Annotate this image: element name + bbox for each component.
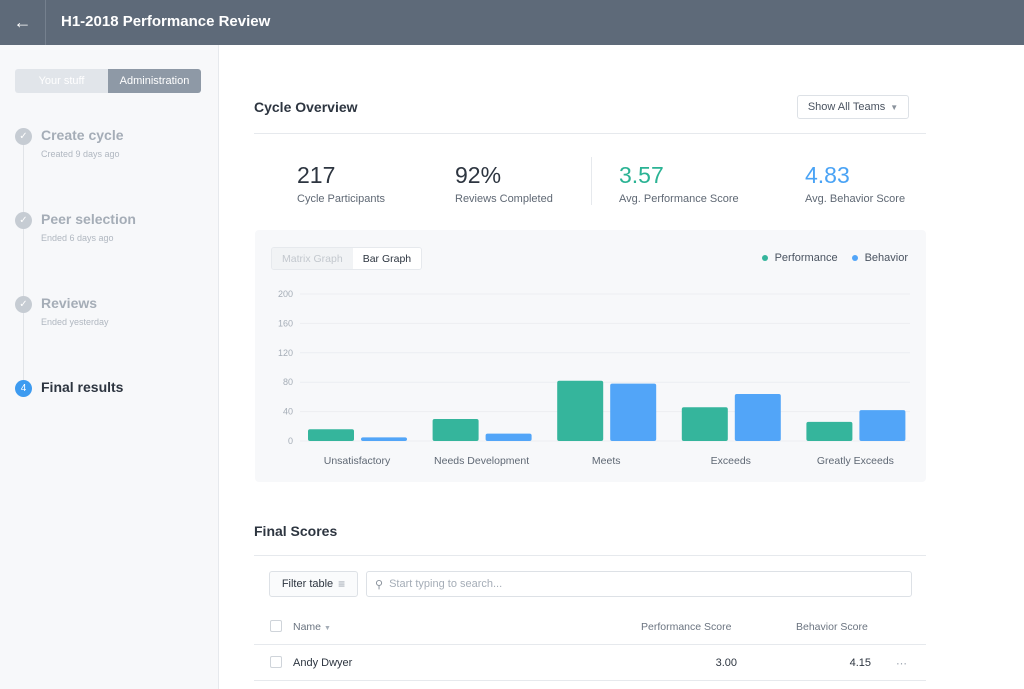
stat-participants: 217 Cycle Participants xyxy=(297,162,385,205)
y-tick-label: 40 xyxy=(283,407,293,417)
step-label: Create cycle xyxy=(41,127,124,143)
sidebar: Your stuff Administration ✓ Create cycle… xyxy=(0,45,219,689)
x-tick-label: Needs Development xyxy=(434,455,529,467)
step-sub: Ended yesterday xyxy=(41,317,109,327)
row-name: Andy Dwyer xyxy=(293,657,353,669)
stat-avg-behavior: 4.83 Avg. Behavior Score xyxy=(805,162,905,205)
cycle-overview-title: Cycle Overview xyxy=(254,99,358,115)
row-checkbox[interactable] xyxy=(270,656,282,668)
tab-administration[interactable]: Administration xyxy=(108,69,201,93)
y-tick-label: 200 xyxy=(278,289,293,299)
step-label: Final results xyxy=(41,379,124,395)
legend-label: Behavior xyxy=(864,252,908,264)
filter-table-button[interactable]: Filter table ≡ xyxy=(269,571,358,597)
column-performance[interactable]: Performance Score xyxy=(641,621,732,633)
tab-matrix-graph[interactable]: Matrix Graph xyxy=(272,248,353,269)
step-label: Peer selection xyxy=(41,211,136,227)
bar-behavior xyxy=(610,383,657,441)
stat-avg-performance: 3.57 Avg. Performance Score xyxy=(619,162,739,205)
final-scores-title: Final Scores xyxy=(254,523,338,539)
bar-performance xyxy=(308,429,354,441)
x-tick-label: Meets xyxy=(592,455,621,467)
more-options-icon[interactable]: ⋯ xyxy=(896,658,907,670)
y-tick-label: 80 xyxy=(283,377,293,387)
legend-label: Performance xyxy=(774,252,838,264)
step-connector xyxy=(23,145,24,385)
y-tick-label: 160 xyxy=(278,318,293,328)
select-all-checkbox[interactable] xyxy=(270,620,282,632)
stat-label: Avg. Behavior Score xyxy=(805,193,906,205)
page-title: H1-2018 Performance Review xyxy=(61,13,271,30)
divider xyxy=(591,157,592,205)
dropdown-label: Show All Teams xyxy=(807,101,886,113)
filter-icon: ≡ xyxy=(338,577,346,591)
top-header: ← H1-2018 Performance Review xyxy=(0,0,1024,45)
caret-down-icon: ▼ xyxy=(890,102,899,112)
arrow-left-icon: ← xyxy=(13,12,32,32)
search-input[interactable] xyxy=(389,578,890,590)
bar-behavior xyxy=(485,433,532,441)
bar-behavior xyxy=(361,437,407,441)
bar-performance xyxy=(557,380,604,441)
y-tick-label: 0 xyxy=(288,436,293,446)
bar-performance xyxy=(681,407,728,441)
view-switch: Your stuff Administration xyxy=(15,69,201,93)
search-field[interactable]: ⚲ xyxy=(366,571,912,597)
column-name[interactable]: Name ▼ xyxy=(293,621,331,633)
x-tick-label: Greatly Exceeds xyxy=(817,455,894,467)
chart-panel: 0 40 80 120 160 200 Unsatisfactory Needs Develo… xyxy=(255,230,926,482)
row-performance: 3.00 xyxy=(715,657,737,669)
stat-value: 217 xyxy=(297,162,336,188)
bar-behavior xyxy=(859,410,906,441)
check-icon: ✓ xyxy=(15,128,32,145)
legend-behavior: Behavior xyxy=(851,252,908,264)
x-tick-label: Unsatisfactory xyxy=(324,455,391,467)
bar-performance xyxy=(806,421,853,441)
graph-type-tabs: Matrix Graph Bar Graph xyxy=(271,247,423,270)
check-icon: ✓ xyxy=(15,296,32,313)
search-icon: ⚲ xyxy=(375,578,384,591)
legend-performance: Performance xyxy=(761,252,838,264)
divider xyxy=(254,555,926,556)
stat-label: Reviews Completed xyxy=(455,193,553,205)
legend-dot xyxy=(851,255,858,262)
stat-value: 92% xyxy=(455,162,502,188)
x-tick-label: Exceeds xyxy=(711,455,751,467)
check-icon: ✓ xyxy=(15,212,32,229)
tab-your-stuff[interactable]: Your stuff xyxy=(15,69,108,93)
stat-label: Avg. Performance Score xyxy=(619,193,739,205)
stat-reviews-completed: 92% Reviews Completed xyxy=(455,162,553,205)
step-sub: Ended 6 days ago xyxy=(41,233,114,243)
row-behavior: 4.15 xyxy=(849,657,871,669)
filter-label: Filter table xyxy=(281,578,334,590)
stat-value: 4.83 xyxy=(805,162,850,188)
step-sub: Created 9 days ago xyxy=(41,149,120,159)
divider xyxy=(254,680,926,681)
column-label: Name xyxy=(293,621,322,633)
y-tick-label: 120 xyxy=(278,348,293,358)
tab-bar-graph[interactable]: Bar Graph xyxy=(352,248,422,269)
bar-performance xyxy=(432,418,479,441)
sort-caret-icon: ▼ xyxy=(323,625,331,632)
step-label: Reviews xyxy=(41,295,98,311)
back-button[interactable]: ← xyxy=(0,0,46,45)
stat-label: Cycle Participants xyxy=(297,193,386,205)
step-number: 4 xyxy=(15,380,32,397)
divider xyxy=(254,644,926,645)
legend-dot xyxy=(761,255,768,262)
stat-value: 3.57 xyxy=(619,162,664,188)
bar-chart: 0 40 80 120 160 200 Unsatisfactory Needs Develo… xyxy=(278,289,910,467)
teams-dropdown[interactable]: Show All Teams ▼ xyxy=(797,95,909,119)
bar-behavior xyxy=(734,393,781,441)
chart-legend: Performance Behavior xyxy=(761,252,908,264)
divider xyxy=(254,133,926,134)
column-behavior[interactable]: Behavior Score xyxy=(796,621,868,633)
